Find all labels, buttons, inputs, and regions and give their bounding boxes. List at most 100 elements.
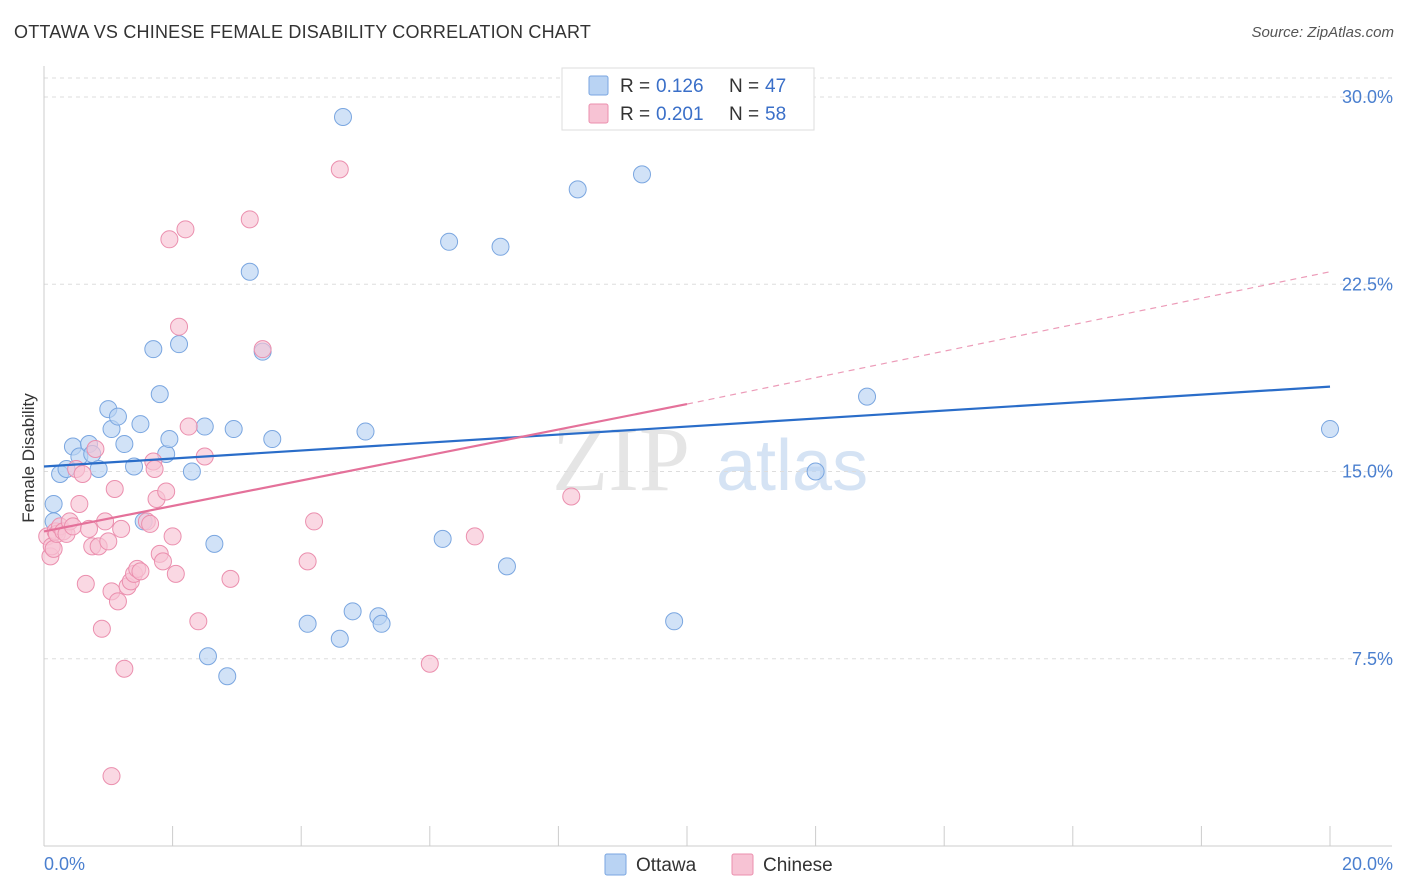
- ottawa-point-11: [108, 407, 127, 426]
- chinese-point-13: [73, 464, 92, 483]
- ottawa-point-29: [263, 430, 282, 449]
- legend-n-label-chinese: N =: [729, 104, 759, 125]
- chinese-point-44: [170, 317, 189, 336]
- ottawa-point-30: [298, 614, 317, 633]
- y-tick-label-2: 22.5%: [1342, 274, 1393, 294]
- y-tick-label-0: 7.5%: [1352, 649, 1393, 669]
- ottawa-point-24: [205, 534, 224, 553]
- trend-layer: [43, 271, 1331, 533]
- chinese-point-49: [221, 569, 240, 588]
- chart-title: OTTAWA VS CHINESE FEMALE DISABILITY CORR…: [14, 22, 592, 42]
- y-tick-label-3: 30.0%: [1342, 87, 1393, 107]
- ottawa-point-8: [89, 460, 108, 479]
- ottawa-point-16: [144, 340, 163, 359]
- chinese-point-3: [44, 539, 63, 558]
- ottawa-point-41: [568, 180, 587, 199]
- ottawa-point-40: [497, 557, 516, 576]
- chinese-point-19: [92, 619, 111, 638]
- bottom-legend-chinese: Chinese: [763, 855, 833, 876]
- ottawa-point-43: [665, 612, 684, 631]
- bottom-legend-swatch-chinese: [731, 853, 754, 876]
- chinese-point-53: [305, 512, 324, 531]
- legend-r-label-chinese: R =: [620, 104, 650, 125]
- ottawa-point-31: [330, 629, 349, 648]
- legend-box: R = 0.126 N = 47 R = 0.201 N = 58: [561, 67, 815, 131]
- chinese-point-50: [240, 210, 259, 229]
- chinese-point-51: [253, 340, 272, 359]
- ottawa-point-26: [224, 420, 243, 439]
- bottom-legend-ottawa: Ottawa: [636, 855, 697, 876]
- watermark-atlas: atlas: [716, 426, 868, 506]
- ottawa-point-37: [433, 529, 452, 548]
- x-tick-label-0: 0.0%: [44, 854, 85, 874]
- legend-swatch-chinese: [588, 103, 609, 124]
- chinese-point-12: [70, 494, 89, 513]
- chinese-point-32: [131, 562, 150, 581]
- grid-layer: [44, 77, 1392, 660]
- legend-n-value-chinese: 58: [765, 104, 786, 125]
- chinese-point-24: [105, 479, 124, 498]
- legend-r-value-chinese: 0.201: [656, 104, 704, 125]
- ottawa-point-22: [195, 417, 214, 436]
- chinese-trend-line: [43, 403, 688, 533]
- chinese-point-42: [163, 527, 182, 546]
- ottawa-point-17: [150, 385, 169, 404]
- legend-swatch-ottawa: [588, 75, 609, 96]
- ottawa-point-39: [491, 237, 510, 256]
- ottawa-point-46: [1321, 420, 1339, 439]
- chinese-point-39: [153, 552, 172, 571]
- chinese-point-15: [80, 519, 99, 538]
- chinese-trend-extension: [686, 271, 1331, 405]
- chinese-point-54: [330, 160, 349, 179]
- chinese-point-45: [176, 220, 195, 239]
- tick-label-layer: 7.5% 15.0% 22.5% 30.0% 0.0% 20.0%: [44, 87, 1393, 874]
- chinese-point-57: [562, 487, 581, 506]
- axis-layer: [43, 66, 1392, 847]
- legend-r-label-ottawa: R =: [620, 76, 650, 97]
- legend-r-value-ottawa: 0.126: [656, 76, 704, 97]
- bottom-legend: Ottawa Chinese: [604, 853, 833, 876]
- chinese-point-55: [420, 654, 439, 673]
- y-tick-label-1: 15.0%: [1342, 462, 1393, 482]
- chinese-point-47: [189, 612, 208, 631]
- ottawa-point-20: [170, 335, 189, 354]
- chinese-point-17: [86, 440, 105, 459]
- chinese-point-26: [112, 519, 131, 538]
- ottawa-point-14: [131, 415, 150, 434]
- chinese-point-41: [160, 230, 179, 249]
- ottawa-point-36: [372, 614, 391, 633]
- ottawa-point-12: [115, 435, 134, 454]
- ottawa-point-19: [160, 430, 179, 449]
- ottawa-point-33: [343, 602, 362, 621]
- chinese-point-56: [465, 527, 484, 546]
- legend-n-value-ottawa: 47: [765, 76, 786, 97]
- chinese-point-43: [166, 564, 185, 583]
- ottawa-point-44: [806, 462, 825, 481]
- chinese-point-40: [157, 482, 176, 501]
- legend-n-label-ottawa: N =: [729, 76, 759, 97]
- chinese-point-46: [179, 417, 198, 436]
- ottawa-point-42: [632, 165, 651, 184]
- ottawa-point-45: [858, 387, 877, 406]
- chinese-point-27: [115, 659, 134, 678]
- chinese-point-25: [108, 592, 127, 611]
- x-tick-label-1: 20.0%: [1342, 854, 1393, 874]
- source-label: Source: ZipAtlas.com: [1251, 24, 1394, 41]
- chinese-point-34: [141, 514, 160, 533]
- ottawa-point-0: [44, 494, 63, 513]
- ottawa-trend-line: [43, 385, 1331, 468]
- ottawa-point-38: [440, 232, 459, 251]
- bottom-legend-swatch-ottawa: [604, 853, 627, 876]
- ottawa-point-23: [198, 647, 217, 666]
- ottawa-point-27: [240, 262, 259, 281]
- y-axis-label: Female Disability: [19, 393, 38, 523]
- chinese-point-52: [298, 552, 317, 571]
- ottawa-point-34: [356, 422, 375, 441]
- chinese-point-21: [99, 532, 118, 551]
- points-layer: [38, 107, 1339, 786]
- ottawa-point-25: [218, 667, 237, 686]
- chinese-point-36: [145, 460, 164, 479]
- chinese-point-23: [102, 767, 121, 786]
- ottawa-point-32: [333, 107, 352, 126]
